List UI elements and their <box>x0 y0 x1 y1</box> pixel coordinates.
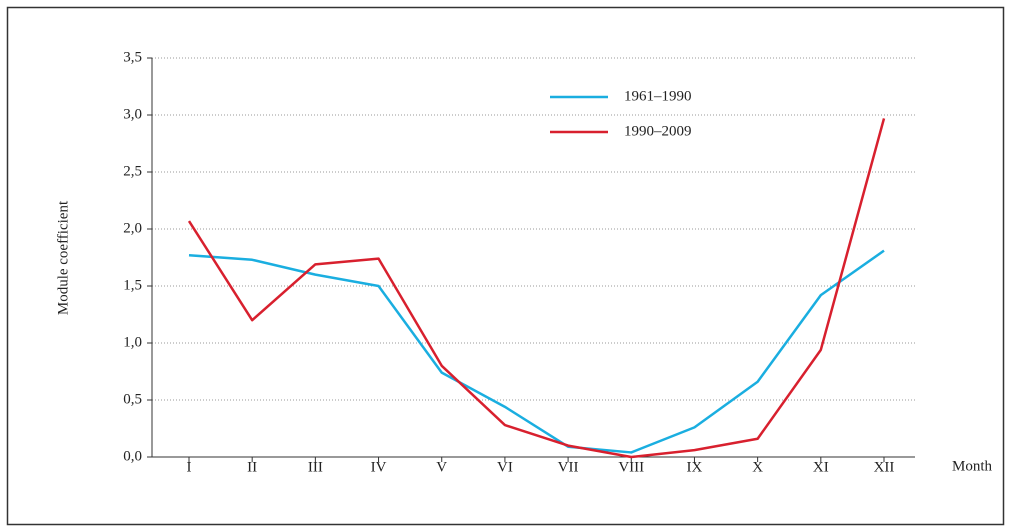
y-tick-label: 3,5 <box>123 49 142 65</box>
line-series <box>187 118 886 459</box>
y-tick-label: 3,0 <box>123 106 142 122</box>
y-tick-label: 1,5 <box>123 277 142 293</box>
y-axis-label: Module coefficient <box>55 200 71 315</box>
y-tick-label: 1,0 <box>123 334 142 350</box>
line-series <box>188 249 885 454</box>
y-tick-label: 2,0 <box>123 220 142 236</box>
x-tick-label: IV <box>371 459 387 475</box>
x-tick-label: XII <box>874 459 895 475</box>
chart-frame <box>6 6 1005 526</box>
x-axis-label: Month <box>952 458 993 474</box>
legend-label: 1961–1990 <box>624 88 692 104</box>
legend-label: 1990–2009 <box>624 123 692 139</box>
x-tick-label: I <box>187 459 192 475</box>
x-tick-label: VIII <box>618 459 644 475</box>
x-tick-label: XI <box>813 459 829 475</box>
x-tick-label: V <box>436 459 447 475</box>
x-tick-label: VII <box>558 459 579 475</box>
x-tick-label: VI <box>497 459 513 475</box>
y-tick-label: 0,5 <box>123 391 142 407</box>
y-tick-label: 0,0 <box>123 448 142 464</box>
y-tick-label: 2,5 <box>123 163 142 179</box>
x-tick-label: III <box>308 459 323 475</box>
x-tick-label: II <box>247 459 257 475</box>
x-tick-label: X <box>752 459 763 475</box>
x-tick-label: IX <box>687 459 703 475</box>
